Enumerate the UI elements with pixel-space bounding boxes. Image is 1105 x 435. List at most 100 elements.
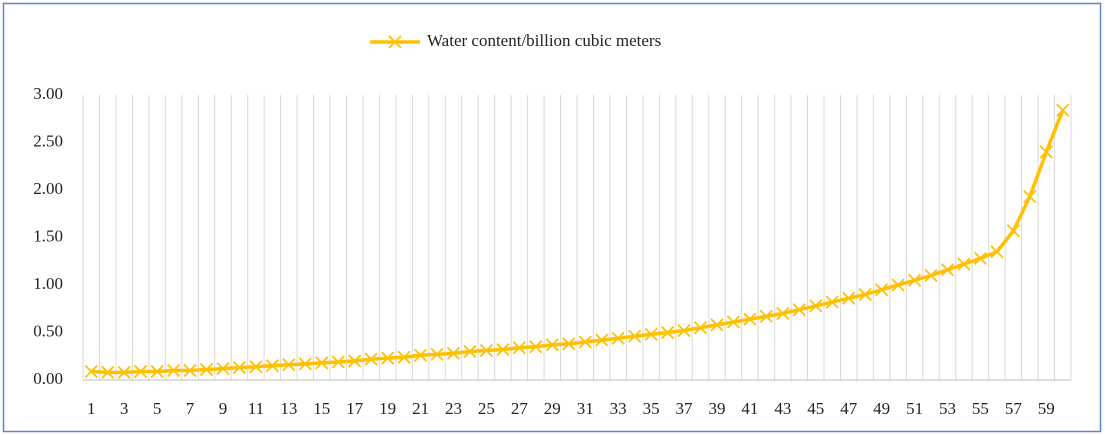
- x-tick-label: 49: [873, 399, 890, 418]
- marker: [611, 331, 625, 345]
- marker: [1023, 190, 1037, 204]
- marker: [380, 351, 395, 365]
- x-tick-label: 59: [1038, 399, 1055, 418]
- marker: [759, 309, 774, 323]
- marker: [776, 306, 790, 321]
- marker: [907, 273, 922, 287]
- marker: [232, 361, 247, 375]
- marker: [331, 355, 345, 369]
- marker: [973, 251, 988, 266]
- marker: [940, 263, 955, 277]
- marker: [397, 350, 411, 364]
- marker: [726, 315, 741, 329]
- y-tick-label: 2.00: [33, 179, 63, 198]
- legend-label: Water content/billion cubic meters: [427, 31, 661, 50]
- marker: [825, 295, 839, 309]
- marker: [364, 352, 378, 366]
- marker: [957, 257, 971, 271]
- marker: [1039, 145, 1053, 159]
- marker: [133, 364, 148, 379]
- marker: [660, 325, 675, 340]
- marker: [595, 333, 609, 347]
- marker: [809, 299, 823, 313]
- x-tick-label: 3: [120, 399, 129, 418]
- marker: [792, 303, 806, 317]
- x-tick-label: 25: [478, 399, 495, 418]
- marker: [117, 365, 131, 380]
- y-tick-label: 1.00: [33, 274, 63, 293]
- series-line: [91, 109, 1065, 375]
- x-tick-label: 55: [972, 399, 989, 418]
- x-tick-label: 33: [610, 399, 627, 418]
- x-tick-label: 23: [445, 399, 462, 418]
- marker: [216, 361, 230, 376]
- marker: [183, 363, 197, 378]
- marker: [496, 342, 510, 357]
- legend-marker: [388, 35, 402, 49]
- x-tick-label: 9: [219, 399, 228, 418]
- marker: [1006, 224, 1021, 238]
- x-tick-label: 21: [412, 399, 429, 418]
- x-tick-label: 15: [313, 399, 330, 418]
- marker: [512, 341, 527, 355]
- x-tick-label: 39: [708, 399, 725, 418]
- x-tick-label: 19: [379, 399, 396, 418]
- marker: [858, 287, 872, 302]
- x-tick-label: 51: [906, 399, 923, 418]
- x-tick-label: 11: [248, 399, 264, 418]
- x-tick-label: 43: [774, 399, 791, 418]
- marker: [627, 329, 642, 343]
- marker: [743, 312, 757, 326]
- x-tick-label: 13: [280, 399, 297, 418]
- x-tick-label: 47: [840, 399, 858, 418]
- marker: [101, 365, 115, 380]
- x-tick-label: 37: [676, 399, 694, 418]
- marker: [282, 358, 296, 372]
- y-tick-label: 3.00: [33, 84, 63, 103]
- marker: [562, 337, 576, 351]
- marker: [644, 327, 658, 342]
- marker: [710, 318, 724, 332]
- y-tick-label: 0.50: [33, 321, 63, 340]
- marker: [446, 346, 461, 361]
- marker: [842, 291, 856, 305]
- x-tick-label: 17: [346, 399, 364, 418]
- marker: [150, 364, 164, 379]
- marker: [84, 364, 98, 379]
- marker: [578, 335, 592, 349]
- marker: [1056, 103, 1070, 117]
- x-tick-label: 35: [643, 399, 660, 418]
- x-tick-label: 31: [577, 399, 594, 418]
- marker: [315, 356, 329, 370]
- marker: [430, 347, 444, 361]
- x-tick-label: 41: [741, 399, 758, 418]
- marker: [199, 362, 214, 377]
- marker: [874, 283, 889, 297]
- marker: [677, 323, 691, 338]
- marker: [463, 344, 477, 359]
- x-tick-label: 7: [186, 399, 195, 418]
- marker: [413, 348, 428, 362]
- marker: [479, 343, 494, 358]
- y-tick-label: 0.00: [33, 369, 63, 388]
- x-tick-label: 57: [1005, 399, 1023, 418]
- y-tick-label: 2.50: [33, 131, 63, 150]
- marker: [924, 268, 938, 283]
- x-tick-label: 53: [939, 399, 956, 418]
- marker: [693, 321, 708, 335]
- marker: [298, 357, 312, 371]
- x-tick-label: 45: [807, 399, 824, 418]
- marker: [249, 360, 263, 374]
- marker: [545, 338, 559, 352]
- marker: [265, 359, 280, 373]
- x-tick-label: 5: [153, 399, 162, 418]
- x-tick-label: 1: [87, 399, 96, 418]
- marker: [166, 363, 181, 378]
- marker: [348, 354, 362, 368]
- marker: [529, 340, 543, 354]
- y-tick-label: 1.50: [33, 226, 63, 245]
- marker: [891, 278, 905, 292]
- marker: [990, 245, 1004, 259]
